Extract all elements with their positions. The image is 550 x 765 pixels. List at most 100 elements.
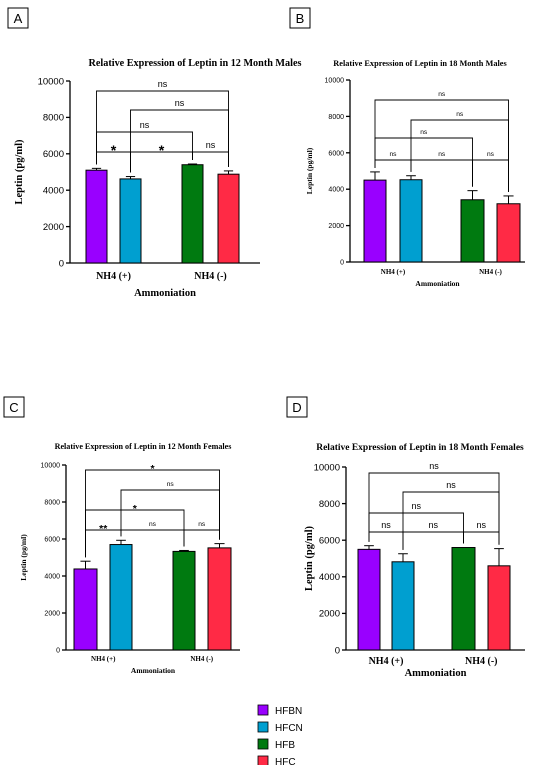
y-axis-title: Leptin (pg/ml) xyxy=(19,534,28,581)
bar-hfbn xyxy=(85,169,108,264)
y-tick-label: 4000 xyxy=(44,573,60,580)
significance-bracket xyxy=(402,491,500,550)
y-tick-label: 6000 xyxy=(43,149,64,160)
legend-label: HFC xyxy=(275,757,296,765)
x-axis-title: Ammoniation xyxy=(134,288,196,299)
panel-A: A Relative Expression of Leptin in 12 Mon… xyxy=(7,7,302,299)
y-tick-label: 8000 xyxy=(328,114,344,121)
y-tick-label: 0 xyxy=(335,645,340,656)
bar-hfcn xyxy=(391,561,415,651)
significance-bracket xyxy=(192,151,229,167)
significance-bracket xyxy=(374,137,473,187)
y-tick-label: 8000 xyxy=(44,499,60,506)
chart-title: Relative Expression of Leptin in 12 Mont… xyxy=(55,442,232,451)
bar-hfc xyxy=(217,173,240,264)
bar-hfc xyxy=(207,547,232,651)
significance-bracket xyxy=(96,131,193,165)
legend-label: HFB xyxy=(275,740,295,751)
bar-hfbn xyxy=(73,568,98,651)
y-axis-title: Leptin (pg/ml) xyxy=(304,525,315,591)
panel-label: B xyxy=(296,11,305,26)
y-tick-label: 10000 xyxy=(38,76,64,87)
bar-hfcn xyxy=(119,178,142,264)
x-tick-label: NH4 (+) xyxy=(96,271,131,282)
significance-bracket xyxy=(120,529,185,547)
significance-bracket xyxy=(183,529,220,547)
significance-bracket xyxy=(368,512,464,544)
panel-C: C Relative Expression of Leptin in 12 Mon… xyxy=(3,396,240,675)
significance-bracket xyxy=(368,472,500,545)
significance-label: * xyxy=(133,503,138,515)
bar-hfc xyxy=(487,565,511,651)
y-tick-label: 4000 xyxy=(319,572,340,583)
significance-label: ns xyxy=(438,151,446,158)
significance-label: * xyxy=(111,143,117,159)
significance-bracket xyxy=(120,489,220,540)
y-tick-label: 0 xyxy=(56,647,60,654)
y-tick-label: 2000 xyxy=(319,609,340,620)
significance-label: ns xyxy=(476,520,486,530)
significance-label: ns xyxy=(149,521,157,528)
panel-label-box xyxy=(7,7,29,29)
significance-bracket xyxy=(130,109,229,173)
significance-bracket xyxy=(85,469,220,558)
bar-hfc xyxy=(496,203,521,263)
significance-label: ns xyxy=(381,520,391,530)
y-tick-label: 2000 xyxy=(43,222,64,233)
legend-label: HFBN xyxy=(275,706,302,717)
y-tick-label: 0 xyxy=(59,258,64,269)
bar-hfb xyxy=(451,547,476,651)
y-tick-label: 10000 xyxy=(314,462,340,473)
y-axis-title: Leptin (pg/ml) xyxy=(14,139,25,205)
y-tick-label: 6000 xyxy=(319,536,340,547)
x-axis-title: Ammoniation xyxy=(415,279,460,288)
significance-label: ns xyxy=(140,120,150,130)
bar-hfbn xyxy=(357,548,381,651)
significance-label: ns xyxy=(456,111,464,118)
y-tick-label: 8000 xyxy=(319,499,340,510)
panel-label: D xyxy=(292,400,301,415)
significance-label: ns xyxy=(446,480,456,490)
significance-label: ns xyxy=(206,140,216,150)
significance-label: * xyxy=(159,143,165,159)
chart-title: Relative Expression of Leptin in 18 Mont… xyxy=(316,443,524,453)
bar-hfbn xyxy=(363,179,387,263)
significance-label: ns xyxy=(389,151,397,158)
y-tick-label: 8000 xyxy=(43,113,64,124)
legend-swatch xyxy=(257,704,269,716)
bar-hfb xyxy=(181,164,204,264)
y-tick-label: 2000 xyxy=(328,223,344,230)
panel-B: B Relative Expression of Leptin in 18 Mon… xyxy=(289,7,525,288)
significance-bracket xyxy=(374,159,412,172)
x-tick-label: NH4 (-) xyxy=(465,656,498,667)
significance-label: ns xyxy=(198,521,206,528)
panel-label-box xyxy=(3,396,25,418)
significance-bracket xyxy=(374,99,509,192)
y-tick-label: 10000 xyxy=(41,462,61,469)
x-tick-label: NH4 (+) xyxy=(91,655,116,663)
significance-label: ns xyxy=(420,129,428,136)
y-tick-label: 4000 xyxy=(328,187,344,194)
bar-hfb xyxy=(172,550,196,651)
chart-title: Relative Expression of Leptin in 12 Mont… xyxy=(89,58,302,69)
panel-D: D Relative Expression of Leptin in 18 Mon… xyxy=(286,396,525,679)
significance-label: ns xyxy=(175,98,185,108)
y-tick-label: 2000 xyxy=(44,610,60,617)
bar-hfb xyxy=(460,199,485,263)
y-tick-label: 6000 xyxy=(44,536,60,543)
panel-label: C xyxy=(9,400,18,415)
significance-label: ns xyxy=(158,79,168,89)
bar-hfcn xyxy=(399,179,423,263)
y-tick-label: 4000 xyxy=(43,186,64,197)
x-tick-label: NH4 (-) xyxy=(190,655,213,663)
significance-label: ns xyxy=(167,481,175,488)
bar-hfcn xyxy=(109,544,133,651)
y-tick-label: 10000 xyxy=(325,77,345,84)
panel-label-box xyxy=(286,396,308,418)
significance-label: ns xyxy=(411,501,421,511)
legend-swatch xyxy=(257,721,269,733)
significance-bracket xyxy=(410,119,509,192)
significance-label: ** xyxy=(99,523,108,535)
x-axis-title: Ammoniation xyxy=(405,668,467,679)
y-tick-label: 6000 xyxy=(328,150,344,157)
